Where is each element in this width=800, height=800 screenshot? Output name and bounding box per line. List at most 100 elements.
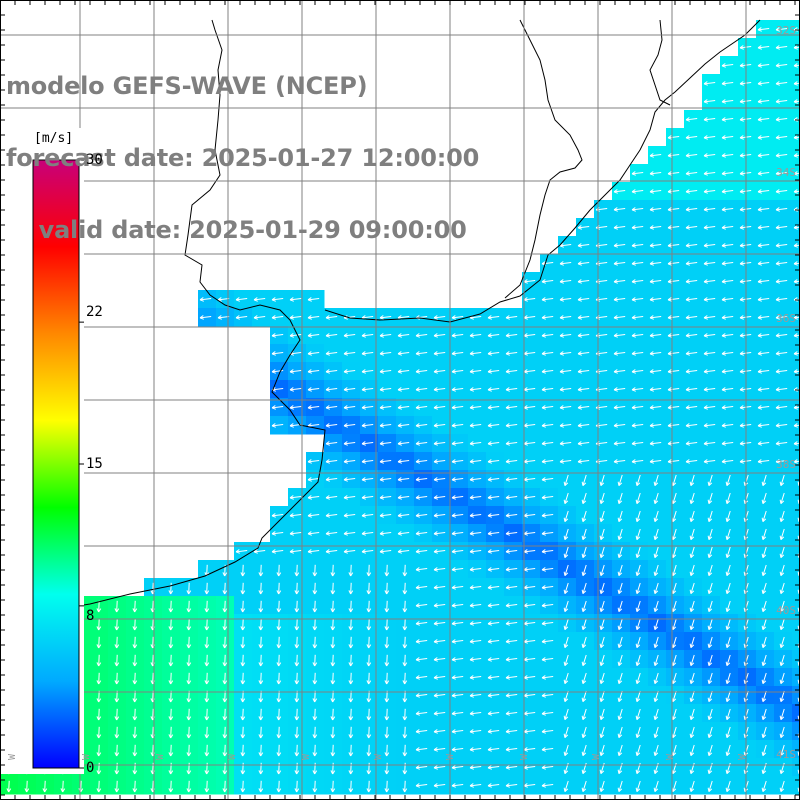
wind-arrow <box>505 387 518 392</box>
wind-arrow <box>199 315 212 320</box>
wind-arrow <box>487 423 500 428</box>
wind-arrow <box>361 423 374 428</box>
wind-arrow <box>631 369 644 374</box>
wind-arrow <box>487 351 500 356</box>
wind-arrow <box>757 261 770 266</box>
wind-arrow <box>559 441 572 446</box>
wind-arrow <box>775 27 788 32</box>
wind-cell <box>792 578 800 597</box>
wind-arrow <box>415 423 428 428</box>
wind-arrow <box>577 297 590 302</box>
wind-arrow <box>541 351 554 356</box>
wind-arrow <box>649 243 662 248</box>
lat-label: 38S <box>776 458 796 471</box>
wind-arrow <box>631 189 644 194</box>
wind-arrow <box>289 387 302 392</box>
wind-arrow <box>703 369 716 374</box>
wind-arrow <box>451 369 464 374</box>
wind-arrow <box>307 351 320 356</box>
wind-arrow <box>775 135 788 140</box>
wind-arrow <box>685 153 698 158</box>
wind-arrow <box>775 351 788 356</box>
wind-arrow <box>667 333 680 338</box>
wind-arrow <box>775 189 788 194</box>
wind-arrow <box>469 333 482 338</box>
wind-arrow <box>649 315 662 320</box>
wind-arrow <box>325 351 338 356</box>
wind-arrow <box>487 369 500 374</box>
wind-arrow <box>577 423 590 428</box>
wind-arrow <box>613 333 626 338</box>
wind-arrow <box>523 333 536 338</box>
wind-arrow <box>523 279 536 284</box>
colorbar-tick-8: 8 <box>86 608 95 624</box>
wind-arrow <box>361 405 374 410</box>
wind-arrow <box>433 405 446 410</box>
wind-arrow <box>559 351 572 356</box>
wind-arrow <box>433 369 446 374</box>
wind-arrow <box>757 333 770 338</box>
lon-label: W <box>155 753 166 760</box>
wind-arrow <box>721 171 734 176</box>
wind-arrow <box>505 405 518 410</box>
wind-arrow <box>703 171 716 176</box>
wind-arrow <box>703 81 716 86</box>
wind-arrow <box>613 423 626 428</box>
wind-arrow <box>667 261 680 266</box>
wind-arrow <box>757 387 770 392</box>
wind-arrow <box>685 135 698 140</box>
wind-arrow <box>631 225 644 230</box>
wind-arrow <box>433 441 446 446</box>
lon-label: W <box>665 753 676 760</box>
wind-arrow <box>649 387 662 392</box>
wind-arrow <box>721 279 734 284</box>
wind-arrow <box>631 279 644 284</box>
wind-arrow <box>613 297 626 302</box>
wind-arrow <box>361 333 374 338</box>
colorbar-tick-22: 22 <box>86 304 103 320</box>
wind-arrow <box>271 405 284 410</box>
wind-arrow <box>649 261 662 266</box>
title-line-valid-date: valid date: 2025-01-29 09:00:00 <box>6 216 467 244</box>
wind-arrow <box>667 243 680 248</box>
wind-arrow <box>667 189 680 194</box>
wind-arrow <box>397 423 410 428</box>
wind-arrow <box>199 297 212 302</box>
wind-arrow <box>397 441 410 446</box>
wind-arrow <box>325 423 338 428</box>
wind-cell <box>792 560 800 579</box>
wind-cell <box>792 614 800 633</box>
wind-arrow <box>649 423 662 428</box>
wind-arrow <box>505 423 518 428</box>
wind-arrow <box>397 387 410 392</box>
wind-arrow <box>487 441 500 446</box>
wind-arrow <box>577 279 590 284</box>
wind-arrow <box>757 207 770 212</box>
wind-arrow <box>631 315 644 320</box>
wind-arrow <box>613 189 626 194</box>
wind-arrow <box>541 333 554 338</box>
wind-arrow <box>685 189 698 194</box>
colorbar-tick-0: 0 <box>86 760 95 776</box>
wind-arrow <box>721 351 734 356</box>
wind-arrow <box>253 315 266 320</box>
wind-cell <box>792 524 800 543</box>
wind-arrow <box>721 261 734 266</box>
wind-arrow <box>685 333 698 338</box>
wind-arrow <box>721 405 734 410</box>
wind-arrow <box>667 387 680 392</box>
wind-arrow <box>757 99 770 104</box>
wind-arrow <box>775 369 788 374</box>
wind-arrow <box>685 423 698 428</box>
wind-arrow <box>703 189 716 194</box>
lat-label: 41S <box>776 748 796 761</box>
lat-label: 36S <box>776 312 796 325</box>
wind-arrow <box>307 297 320 302</box>
wind-arrow <box>505 351 518 356</box>
wind-arrow <box>721 63 734 68</box>
wind-arrow <box>541 279 554 284</box>
wind-arrow <box>253 297 266 302</box>
wind-arrow <box>451 441 464 446</box>
wind-arrow <box>775 387 788 392</box>
wind-arrow <box>217 315 230 320</box>
